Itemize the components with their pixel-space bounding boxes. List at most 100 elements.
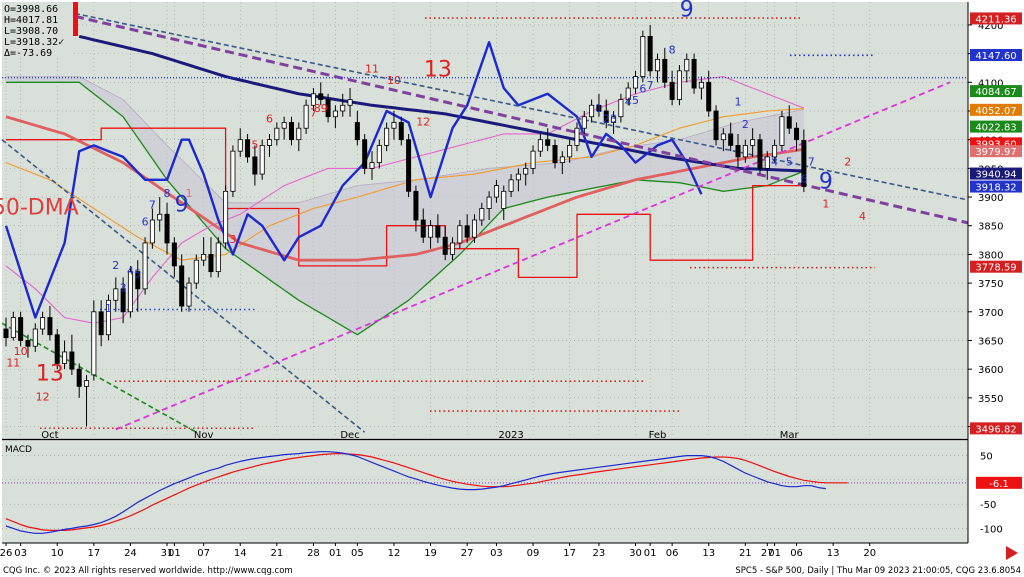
ichimoku-red-step-line (6, 127, 804, 279)
candle-body (259, 145, 265, 175)
price-flag (970, 120, 1022, 133)
cloud-fill (6, 76, 804, 335)
date-tick-label: 20 (863, 548, 876, 559)
candle-body (479, 208, 485, 221)
candle-body (171, 242, 177, 267)
candle-body (164, 213, 170, 244)
candle-body (428, 225, 434, 238)
candle-body (69, 351, 75, 370)
date-tick-label: 12 (388, 548, 401, 559)
month-label: Feb (649, 430, 667, 441)
candle-body (25, 340, 31, 347)
ma200-line (78, 34, 804, 173)
candle-body (267, 139, 273, 146)
date-tick-label: 24 (124, 548, 137, 559)
scroll-right-arrow[interactable] (1006, 546, 1018, 560)
candle-body (669, 81, 675, 100)
price-flag (970, 145, 1022, 158)
count-annotation: 2 (112, 259, 119, 272)
price-flags: 4211.36 4147.60 4084.67 4052.07 4022.83 3993.… (970, 12, 1022, 435)
count-annotation: 10 (387, 74, 401, 87)
date-axis-background (0, 543, 1024, 561)
price-flag (970, 167, 1022, 180)
candle-body (18, 317, 24, 341)
candle-body (493, 185, 499, 198)
candle-body (618, 99, 624, 118)
price-flag-label: 4084.67 (975, 87, 1016, 98)
date-tick-label: 01 (329, 548, 342, 559)
price-tick-label: 3600 (978, 365, 1003, 376)
count-annotation: 12 (36, 391, 50, 404)
scroll-right-arrow-icon[interactable] (1006, 546, 1018, 560)
price-tick-label: 3550 (978, 394, 1003, 405)
count-annotation: 4 (625, 95, 632, 108)
candle-body (230, 150, 236, 192)
count-annotation: 8 (669, 44, 676, 57)
count-annotation: 1 (186, 187, 193, 200)
count-annotation: 9 (680, 0, 694, 22)
macd-signal-line (5, 453, 848, 532)
price-tick-label: 3700 (978, 308, 1003, 319)
price-tick-label: 4100 (978, 78, 1003, 89)
purple-falling-trendline (74, 14, 969, 225)
price-flag-label: 3993.60 (975, 139, 1016, 150)
candle-body (728, 133, 734, 146)
candle-body (347, 99, 353, 106)
price-tick-label: 4200 (978, 21, 1003, 32)
count-annotation: 12 (416, 115, 430, 128)
candle-body (354, 122, 360, 141)
candle-body (288, 122, 294, 141)
candle-body (486, 196, 492, 209)
candle-body (32, 328, 38, 347)
date-tick-label: 03 (14, 548, 27, 559)
candle-body (384, 127, 390, 146)
candle-body (508, 179, 514, 192)
date-tick-label: 19 (424, 548, 437, 559)
candle-body (10, 317, 16, 339)
count-annotation: 3 (229, 233, 236, 246)
candle-body (603, 110, 609, 123)
date-tick-label: 14 (234, 548, 247, 559)
candle-body (501, 190, 507, 209)
candle-body (201, 254, 207, 261)
count-annotation: 3 (120, 282, 127, 295)
candle-body (633, 76, 639, 89)
candle-body (684, 58, 690, 72)
month-label: Dec (340, 430, 359, 441)
candle-body (325, 99, 331, 118)
indicator-lines (1, 12, 969, 433)
price-flag-label: 3979.97 (975, 147, 1016, 158)
candle-body (398, 122, 404, 141)
candle-body (794, 127, 800, 141)
candle-body (310, 93, 316, 106)
price-flag (970, 103, 1022, 116)
candle-body (625, 87, 631, 100)
candle-body (523, 167, 529, 175)
candle-body (296, 127, 302, 141)
candle-body (779, 116, 785, 146)
candle-body (442, 236, 448, 255)
macd-value-label: -6.1 (989, 479, 1009, 490)
macd-panel-background (2, 441, 968, 543)
count-annotation: 5 (786, 156, 793, 169)
date-tick-label: 17 (563, 548, 576, 559)
macd-title: MACD (5, 445, 32, 455)
candle-body (91, 311, 97, 376)
candle-body (340, 104, 346, 112)
date-tick-label: 07 (197, 548, 210, 559)
candle-body (530, 150, 536, 169)
candle-body (157, 213, 163, 221)
date-tick-label: 01 (168, 548, 181, 559)
blue-sequential-line (4, 41, 703, 319)
price-tick-label: 3650 (978, 336, 1003, 347)
macd-tick-label: 50 (980, 452, 993, 463)
price-flag (970, 180, 1022, 193)
price-flag (970, 12, 1022, 25)
candle-body (698, 81, 704, 89)
count-annotation: 5 (134, 267, 141, 280)
candle-body (742, 145, 748, 158)
date-tick-label: 09 (527, 548, 540, 559)
footer-bar: CQG Inc. © 2023 All rights reserved worl… (0, 561, 1024, 577)
macd-tick-label: -50 (980, 500, 996, 511)
date-tick-label: 05 (351, 548, 364, 559)
